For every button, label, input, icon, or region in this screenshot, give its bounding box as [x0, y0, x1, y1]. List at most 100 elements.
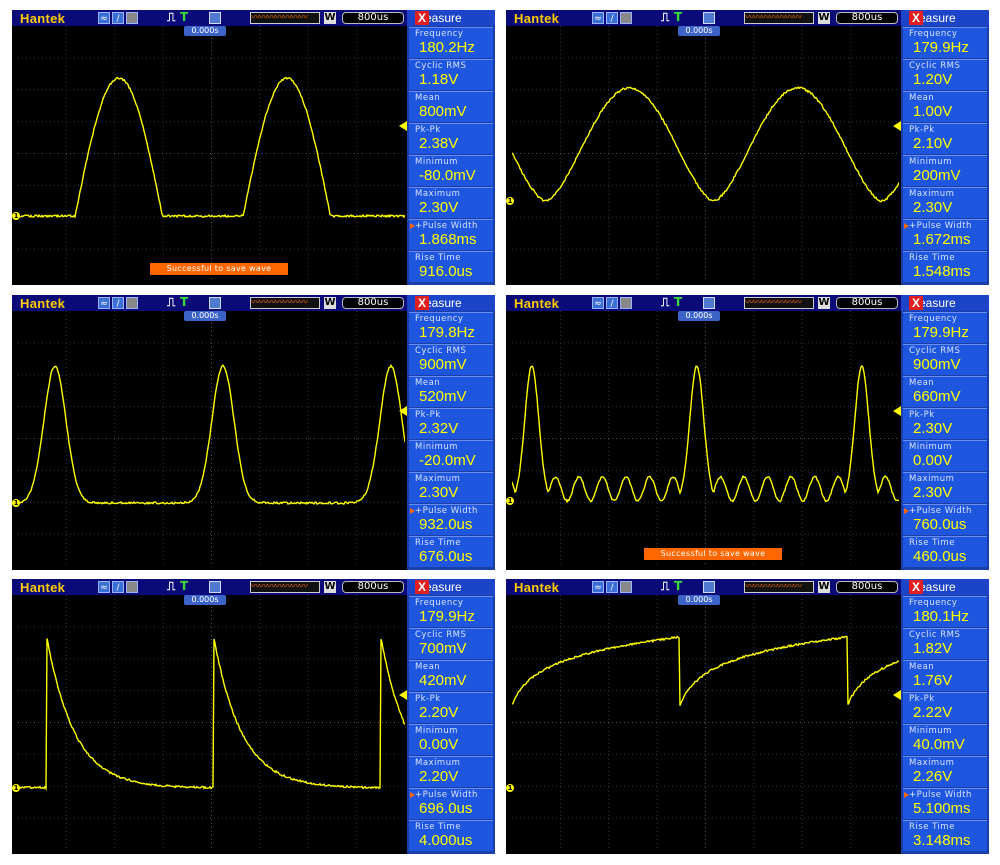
- measurement-item: Pk-Pk 2.30V: [903, 408, 987, 439]
- save-disk-icon[interactable]: [209, 581, 221, 593]
- wave-type-icon[interactable]: ≈: [592, 297, 604, 309]
- save-disk-icon[interactable]: [209, 297, 221, 309]
- save-disk-icon[interactable]: [703, 581, 715, 593]
- window-zoom-icon[interactable]: W: [818, 297, 830, 309]
- timebase-display[interactable]: 800us: [342, 297, 404, 309]
- measurement-item: Mean 1.76V: [903, 660, 987, 691]
- wave-type-icon[interactable]: ≈: [98, 581, 110, 593]
- close-icon[interactable]: X: [415, 11, 429, 25]
- trigger-level-arrow[interactable]: [893, 121, 901, 131]
- trigger-pulse-icon[interactable]: ⎍: [661, 579, 669, 594]
- channel1-level-marker[interactable]: 1: [506, 497, 514, 505]
- trigger-time-marker[interactable]: 0.000s: [184, 311, 226, 321]
- wave-type-icon[interactable]: ≈: [592, 12, 604, 24]
- measurement-item: Mean 660mV: [903, 376, 987, 407]
- ramp-icon[interactable]: /: [606, 12, 618, 24]
- measurement-value: 2.38V: [419, 135, 458, 152]
- signal-overview-icon: 〰〰〰〰〰〰〰: [744, 12, 814, 24]
- window-zoom-icon[interactable]: W: [324, 297, 336, 309]
- trigger-mode-icon[interactable]: T: [674, 579, 682, 593]
- waveform-svg: [18, 595, 405, 850]
- trigger-mode-icon[interactable]: T: [180, 10, 188, 24]
- wave-type-icon[interactable]: ≈: [592, 581, 604, 593]
- wave-type-icon[interactable]: ≈: [98, 12, 110, 24]
- measurement-label: Frequency: [415, 29, 463, 39]
- timebase-display[interactable]: 800us: [836, 12, 898, 24]
- measurement-value: 916.0us: [419, 263, 472, 280]
- ramp-icon[interactable]: /: [606, 297, 618, 309]
- gray-icon[interactable]: [126, 581, 138, 593]
- timebase-display[interactable]: 800us: [836, 297, 898, 309]
- close-icon[interactable]: X: [415, 296, 429, 310]
- channel1-level-marker[interactable]: 1: [12, 212, 20, 220]
- trigger-level-arrow[interactable]: [893, 690, 901, 700]
- measurement-label: Frequency: [909, 598, 957, 608]
- trigger-time-marker[interactable]: 0.000s: [678, 26, 720, 36]
- signal-overview-icon: 〰〰〰〰〰〰〰: [250, 297, 320, 309]
- gray-icon[interactable]: [126, 12, 138, 24]
- window-zoom-icon[interactable]: W: [818, 12, 830, 24]
- measurement-label: +Pulse Width: [415, 221, 478, 231]
- gray-icon[interactable]: [620, 297, 632, 309]
- measurement-item: Maximum 2.20V: [409, 756, 493, 787]
- measure-panel-header: Measure X: [901, 579, 989, 595]
- channel1-level-marker[interactable]: 1: [12, 499, 20, 507]
- trigger-pulse-icon[interactable]: ⎍: [661, 295, 669, 310]
- window-zoom-icon[interactable]: W: [818, 581, 830, 593]
- trigger-mode-icon[interactable]: T: [674, 10, 682, 24]
- close-icon[interactable]: X: [909, 296, 923, 310]
- measurement-value: 932.0us: [419, 516, 472, 533]
- measurement-item: +Pulse Width 696.0us: [409, 788, 493, 819]
- measurement-label: Mean: [415, 662, 440, 672]
- measure-panel-header: Measure X: [407, 579, 495, 595]
- gray-icon[interactable]: [126, 297, 138, 309]
- measurement-label: Pk-Pk: [909, 125, 935, 135]
- trigger-time-marker[interactable]: 0.000s: [678, 311, 720, 321]
- trigger-time-marker[interactable]: 0.000s: [184, 595, 226, 605]
- trigger-time-marker[interactable]: 0.000s: [678, 595, 720, 605]
- measurement-label: Maximum: [909, 474, 954, 484]
- trigger-time-marker[interactable]: 0.000s: [184, 26, 226, 36]
- channel1-level-marker[interactable]: 1: [506, 784, 514, 792]
- measurement-item: Maximum 2.26V: [903, 756, 987, 787]
- trigger-level-arrow[interactable]: [399, 406, 407, 416]
- measurement-value: 2.32V: [419, 420, 458, 437]
- ramp-icon[interactable]: /: [112, 297, 124, 309]
- gray-icon[interactable]: [620, 581, 632, 593]
- close-icon[interactable]: X: [909, 11, 923, 25]
- measurement-value: 700mV: [419, 640, 467, 657]
- trigger-pulse-icon[interactable]: ⎍: [167, 579, 175, 594]
- ramp-icon[interactable]: /: [606, 581, 618, 593]
- window-zoom-icon[interactable]: W: [324, 12, 336, 24]
- measurement-value: 2.30V: [419, 484, 458, 501]
- trigger-mode-icon[interactable]: T: [180, 295, 188, 309]
- measurement-item: Pk-Pk 2.20V: [409, 692, 493, 723]
- trigger-mode-icon[interactable]: T: [180, 579, 188, 593]
- channel1-level-marker[interactable]: 1: [12, 784, 20, 792]
- trigger-level-arrow[interactable]: [399, 121, 407, 131]
- wave-type-icon[interactable]: ≈: [98, 297, 110, 309]
- waveform-grid: [18, 311, 405, 566]
- trigger-pulse-icon[interactable]: ⎍: [167, 295, 175, 310]
- timebase-display[interactable]: 800us: [342, 581, 404, 593]
- window-zoom-icon[interactable]: W: [324, 581, 336, 593]
- trigger-pulse-icon[interactable]: ⎍: [661, 10, 669, 25]
- close-icon[interactable]: X: [415, 580, 429, 594]
- save-disk-icon[interactable]: [703, 297, 715, 309]
- measurement-label: Mean: [909, 662, 934, 672]
- gray-icon[interactable]: [620, 12, 632, 24]
- trigger-level-arrow[interactable]: [893, 406, 901, 416]
- close-icon[interactable]: X: [909, 580, 923, 594]
- ramp-icon[interactable]: /: [112, 12, 124, 24]
- timebase-display[interactable]: 800us: [836, 581, 898, 593]
- trigger-pulse-icon[interactable]: ⎍: [167, 10, 175, 25]
- save-disk-icon[interactable]: [209, 12, 221, 24]
- trigger-mode-icon[interactable]: T: [674, 295, 682, 309]
- timebase-display[interactable]: 800us: [342, 12, 404, 24]
- measurement-label: Minimum: [909, 157, 952, 167]
- measurement-label: Minimum: [909, 442, 952, 452]
- ramp-icon[interactable]: /: [112, 581, 124, 593]
- save-disk-icon[interactable]: [703, 12, 715, 24]
- channel1-level-marker[interactable]: 1: [506, 197, 514, 205]
- trigger-level-arrow[interactable]: [399, 690, 407, 700]
